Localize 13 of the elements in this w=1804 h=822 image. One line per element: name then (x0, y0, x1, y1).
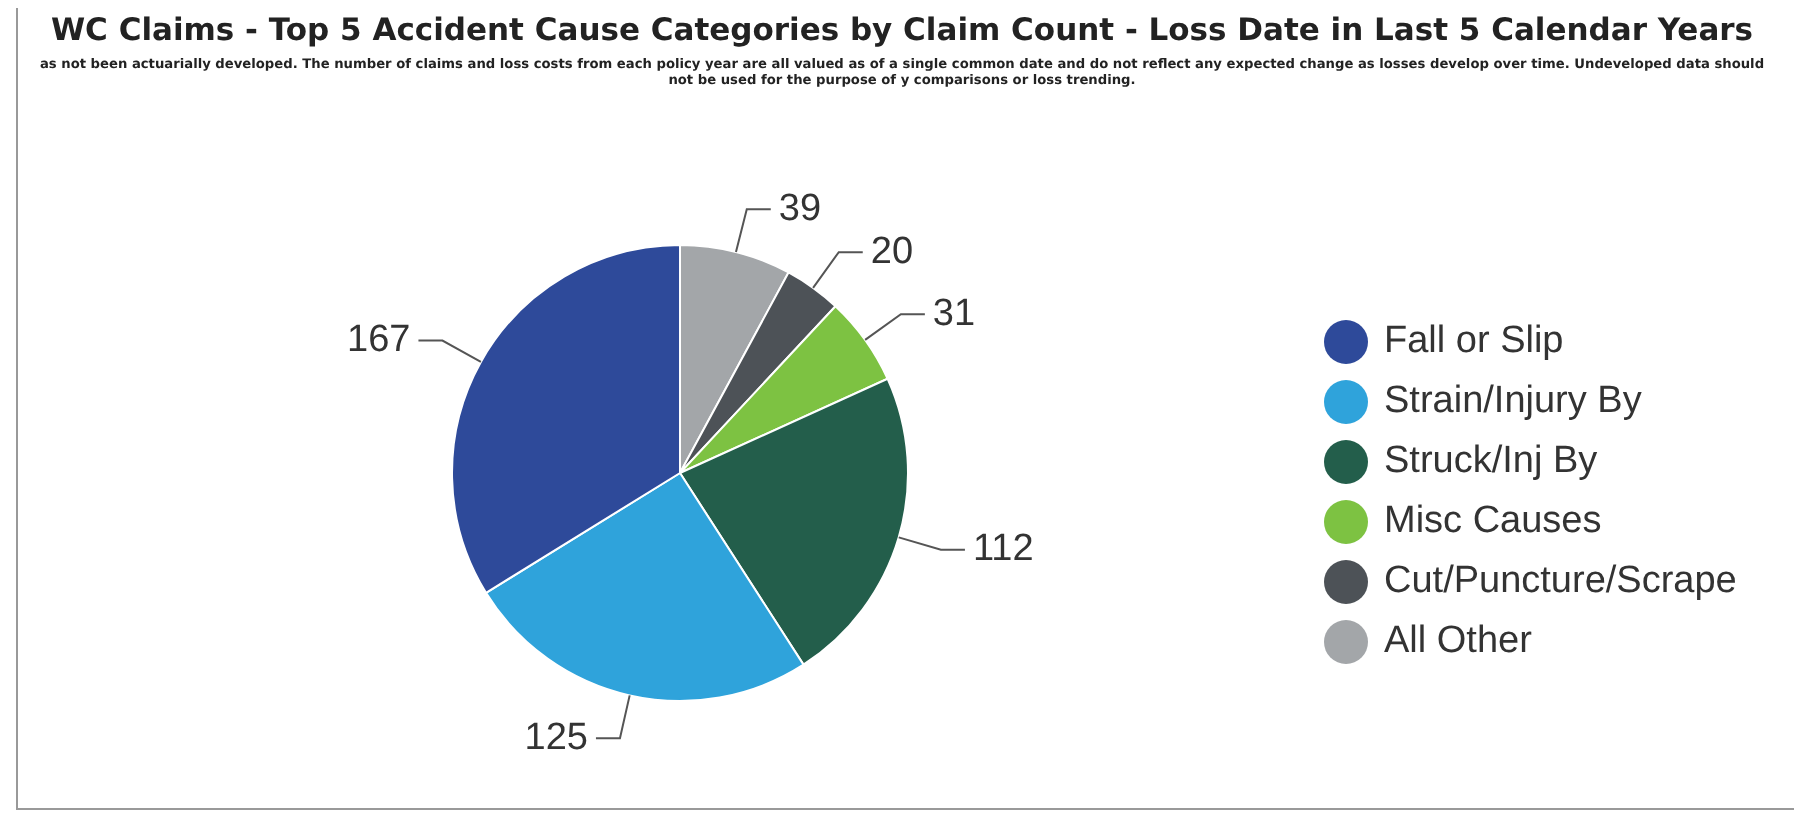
data-label: 125 (524, 716, 588, 759)
legend-label: Struck/Inj By (1384, 440, 1598, 484)
data-label: 39 (778, 187, 822, 230)
data-label: 112 (972, 528, 1034, 571)
legend-label: Strain/Injury By (1384, 380, 1642, 424)
legend-label: Fall or Slip (1384, 320, 1564, 364)
legend-label: Misc Causes (1384, 500, 1602, 544)
data-label: 31 (932, 292, 976, 335)
legend-label: Cut/Puncture/Scrape (1384, 560, 1737, 604)
chart-title: WC Claims - Top 5 Accident Cause Categories by Claim Count - Loss Date in Last 5 Calendar Years (48, 12, 1756, 48)
data-label: 20 (870, 230, 914, 273)
legend-label: All Other (1384, 620, 1532, 664)
data-label: 167 (347, 318, 411, 361)
